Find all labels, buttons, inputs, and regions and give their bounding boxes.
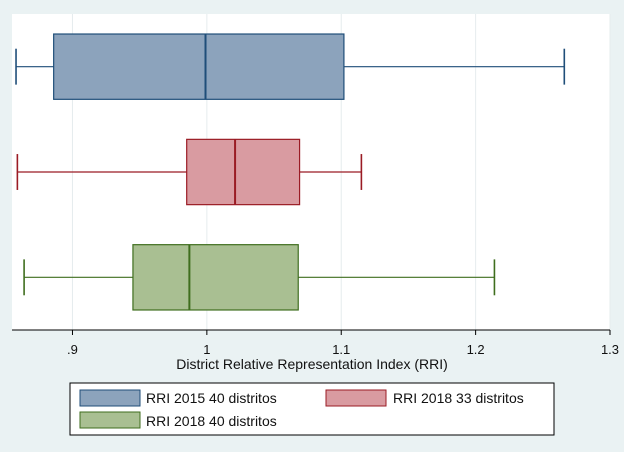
iqr-box	[53, 33, 345, 100]
box-series-2	[16, 138, 363, 206]
iqr-box	[132, 244, 299, 311]
x-axis-ticks: .9 1 1.1 1.2 1.3	[67, 330, 619, 357]
x-tick-label: 1.1	[332, 342, 350, 357]
x-axis-title: District Relative Representation Index (…	[176, 356, 448, 372]
legend-frame	[69, 382, 555, 436]
legend-swatch-rri-2018-40	[79, 411, 141, 429]
x-tick-label: .9	[67, 342, 78, 357]
x-tick-label: 1.3	[601, 342, 619, 357]
legend: RRI 2015 40 distritos RRI 2018 33 distri…	[69, 382, 555, 436]
x-tick-label: 1	[203, 342, 210, 357]
legend-swatch-rri-2018-33	[325, 389, 387, 407]
legend-label-rri-2018-40: RRI 2018 40 distritos	[146, 413, 277, 429]
box-series-1	[15, 33, 566, 100]
x-tick-label: 1.2	[467, 342, 485, 357]
legend-swatch-rri-2015-40	[79, 389, 141, 407]
legend-label-rri-2015-40: RRI 2015 40 distritos	[146, 390, 277, 406]
iqr-box	[186, 138, 301, 206]
box-series	[15, 33, 566, 311]
box-series-3	[23, 244, 496, 311]
legend-label-rri-2018-33: RRI 2018 33 distritos	[393, 390, 524, 406]
